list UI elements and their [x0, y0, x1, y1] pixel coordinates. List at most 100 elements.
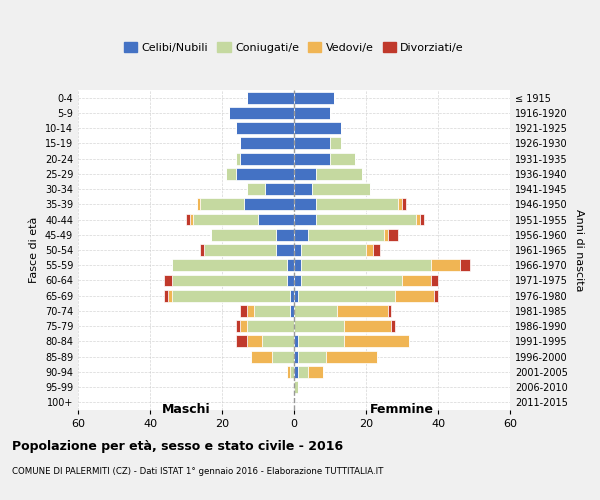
Bar	[294, 138, 330, 149]
Bar	[247, 305, 254, 317]
Bar	[434, 290, 438, 302]
Bar	[294, 183, 312, 195]
Text: Popolazione per età, sesso e stato civile - 2016: Popolazione per età, sesso e stato civil…	[12, 440, 343, 453]
Bar	[301, 260, 431, 271]
Bar	[204, 244, 276, 256]
Bar	[186, 214, 190, 226]
Bar	[388, 305, 391, 317]
Bar	[294, 92, 334, 104]
Bar	[236, 168, 294, 180]
Bar	[247, 92, 294, 104]
Bar	[190, 214, 193, 226]
Bar	[337, 305, 388, 317]
Bar	[236, 122, 294, 134]
Y-axis label: Fasce di età: Fasce di età	[29, 217, 39, 283]
Bar	[316, 198, 398, 210]
Legend: Celibi/Nubili, Coniugati/e, Vedovi/e, Divorziati/e: Celibi/Nubili, Coniugati/e, Vedovi/e, Di…	[119, 38, 469, 58]
Bar	[298, 350, 326, 362]
Bar	[312, 183, 370, 195]
Bar	[294, 229, 308, 240]
Bar	[316, 168, 362, 180]
Bar	[294, 366, 298, 378]
Bar	[294, 122, 341, 134]
Bar	[164, 290, 168, 302]
Bar	[240, 152, 294, 164]
Bar	[431, 274, 438, 286]
Bar	[240, 305, 247, 317]
Bar	[229, 107, 294, 119]
Bar	[254, 305, 290, 317]
Bar	[308, 229, 384, 240]
Bar	[236, 152, 240, 164]
Bar	[164, 274, 172, 286]
Bar	[294, 214, 316, 226]
Bar	[172, 260, 287, 271]
Bar	[276, 244, 294, 256]
Bar	[366, 244, 373, 256]
Bar	[398, 198, 402, 210]
Bar	[391, 320, 395, 332]
Bar	[294, 244, 301, 256]
Bar	[258, 214, 294, 226]
Bar	[290, 290, 294, 302]
Bar	[236, 320, 240, 332]
Bar	[172, 290, 290, 302]
Bar	[308, 366, 323, 378]
Bar	[326, 350, 377, 362]
Bar	[298, 336, 344, 347]
Bar	[294, 305, 337, 317]
Bar	[247, 183, 265, 195]
Bar	[402, 198, 406, 210]
Bar	[236, 336, 247, 347]
Bar	[294, 290, 298, 302]
Bar	[384, 229, 388, 240]
Bar	[294, 107, 330, 119]
Bar	[330, 138, 341, 149]
Bar	[416, 214, 420, 226]
Bar	[226, 168, 236, 180]
Text: Femmine: Femmine	[370, 404, 434, 416]
Bar	[294, 168, 316, 180]
Bar	[294, 274, 301, 286]
Bar	[294, 198, 316, 210]
Bar	[193, 214, 258, 226]
Bar	[316, 214, 416, 226]
Bar	[344, 336, 409, 347]
Bar	[272, 350, 294, 362]
Bar	[431, 260, 460, 271]
Bar	[294, 350, 298, 362]
Bar	[294, 320, 344, 332]
Bar	[168, 290, 172, 302]
Bar	[211, 229, 276, 240]
Bar	[262, 336, 294, 347]
Bar	[395, 290, 434, 302]
Bar	[298, 290, 395, 302]
Bar	[298, 366, 308, 378]
Text: Maschi: Maschi	[161, 404, 211, 416]
Bar	[301, 244, 366, 256]
Bar	[244, 198, 294, 210]
Bar	[265, 183, 294, 195]
Bar	[460, 260, 470, 271]
Bar	[294, 336, 298, 347]
Bar	[200, 244, 204, 256]
Bar	[330, 152, 355, 164]
Bar	[420, 214, 424, 226]
Bar	[287, 274, 294, 286]
Bar	[287, 260, 294, 271]
Bar	[251, 350, 272, 362]
Y-axis label: Anni di nascita: Anni di nascita	[574, 209, 584, 291]
Bar	[402, 274, 431, 286]
Bar	[294, 381, 298, 393]
Text: COMUNE DI PALERMITI (CZ) - Dati ISTAT 1° gennaio 2016 - Elaborazione TUTTITALIA.: COMUNE DI PALERMITI (CZ) - Dati ISTAT 1°…	[12, 468, 383, 476]
Bar	[301, 274, 402, 286]
Bar	[373, 244, 380, 256]
Bar	[240, 138, 294, 149]
Bar	[344, 320, 391, 332]
Bar	[240, 320, 247, 332]
Bar	[197, 198, 200, 210]
Bar	[290, 366, 294, 378]
Bar	[172, 274, 287, 286]
Bar	[388, 229, 398, 240]
Bar	[200, 198, 244, 210]
